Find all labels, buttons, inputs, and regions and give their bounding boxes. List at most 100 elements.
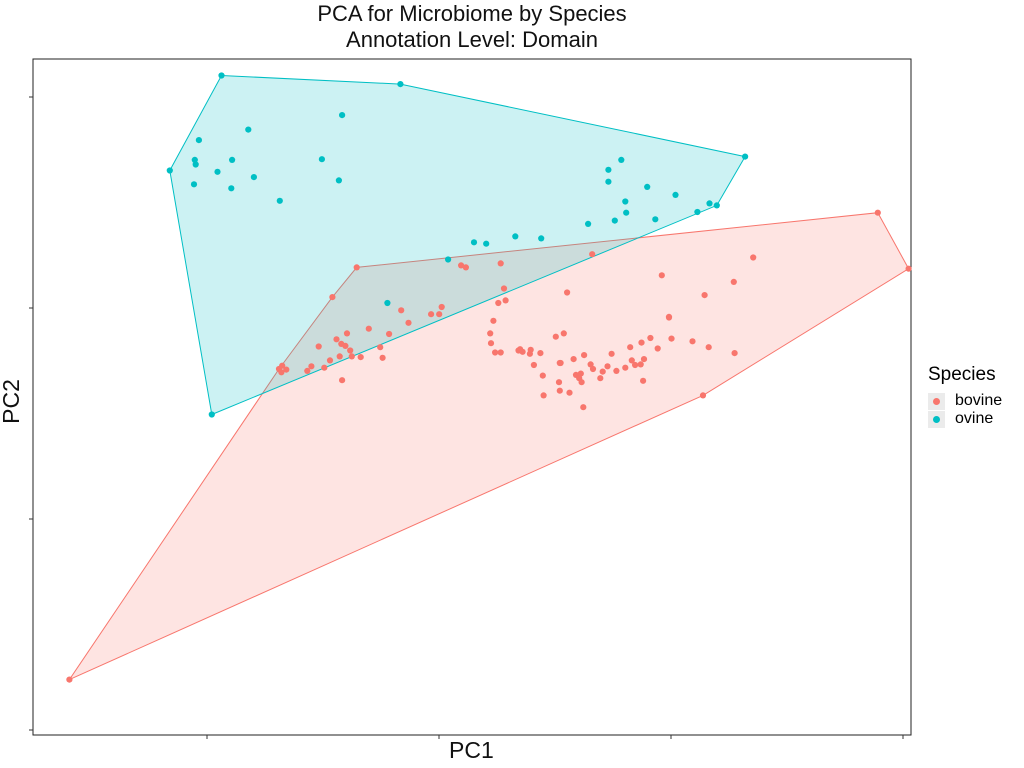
x-axis-title: PC1 [449,737,494,763]
species-legend: Species bovine ovine [928,364,1002,428]
point-bovine-15 [386,330,393,338]
point-bovine-36 [638,339,645,346]
point-ovine-34 [445,256,452,263]
point-bovine-78 [905,265,912,272]
point-bovine-22 [315,343,322,350]
point-ovine-33 [470,239,478,246]
point-bovine-56 [357,354,364,361]
point-ovine-23 [706,200,713,207]
point-bovine-6 [438,303,445,311]
point-bovine-75 [540,392,547,399]
point-ovine-2 [339,112,346,119]
point-ovine-27 [652,216,659,223]
point-bovine-21 [377,344,384,351]
point-bovine-3 [497,260,504,267]
point-bovine-0 [353,264,360,271]
point-ovine-1 [397,81,404,88]
legend-label-ovine: ovine [955,410,994,427]
point-bovine-53 [278,369,285,376]
legend-title: Species [928,364,996,385]
point-bovine-46 [347,347,354,354]
point-bovine-42 [552,333,559,340]
point-bovine-64 [632,361,639,369]
point-bovine-88 [647,334,654,342]
point-bovine-85 [556,387,563,394]
point-ovine-35 [384,299,391,307]
point-ovine-26 [623,209,630,216]
point-bovine-23 [487,340,495,347]
chart-title: PCA for Microbiome by Species [317,1,627,26]
point-bovine-17 [333,336,340,343]
point-bovine-91 [608,350,615,357]
point-bovine-55 [283,366,290,373]
point-bovine-89 [637,361,644,368]
legend-label-bovine: bovine [955,392,1003,409]
point-ovine-36 [208,411,215,418]
point-bovine-67 [556,359,563,367]
legend-key-ovine [928,410,945,428]
point-ovine-20 [644,183,651,190]
point-bovine-65 [613,367,620,374]
point-ovine-5 [192,161,199,168]
point-ovine-9 [166,167,173,174]
point-bovine-58 [539,372,546,379]
point-bovine-2 [462,264,469,271]
point-bovine-62 [604,363,611,370]
point-bovine-19 [342,342,349,349]
point-bovine-16 [343,330,351,337]
point-bovine-74 [640,377,647,384]
chart-subtitle: Annotation Level: Domain [346,27,598,52]
point-bovine-9 [495,299,502,307]
point-ovine-28 [611,217,618,224]
point-bovine-80 [750,254,757,261]
point-ovine-4 [195,137,202,144]
point-bovine-1 [458,262,465,269]
point-ovine-6 [191,156,198,163]
point-bovine-20 [487,330,494,337]
point-ovine-11 [250,174,257,181]
y-axis-title: PC2 [0,379,24,424]
point-bovine-28 [519,348,526,355]
legend-item-ovine: ovine [928,410,1002,428]
point-ovine-16 [618,156,625,163]
point-ovine-15 [276,197,283,204]
point-bovine-57 [379,354,386,361]
point-bovine-34 [589,251,596,258]
point-bovine-72 [576,375,583,382]
point-ovine-30 [512,233,519,240]
point-ovine-32 [483,240,490,247]
point-bovine-30 [560,330,567,337]
point-bovine-94 [689,338,696,345]
point-bovine-12 [405,319,412,326]
point-bovine-32 [527,346,534,353]
point-bovine-39 [628,357,635,364]
point-bovine-4 [500,285,508,292]
point-bovine-84 [566,389,573,396]
point-ovine-25 [694,208,701,216]
point-bovine-10 [398,307,405,314]
point-bovine-33 [564,289,571,296]
point-bovine-40 [581,352,588,359]
point-bovine-81 [701,292,708,299]
plot-panel-border [32,58,912,736]
point-ovine-7 [229,156,236,163]
point-bovine-5 [329,294,336,301]
legend-key-bovine [928,392,945,410]
point-bovine-13 [490,317,497,324]
point-ovine-12 [335,177,342,184]
point-bovine-92 [640,356,648,363]
point-ovine-0 [218,72,225,79]
point-bovine-73 [597,375,604,382]
point-bovine-86 [580,404,587,411]
point-bovine-70 [555,379,563,386]
point-bovine-66 [589,365,597,373]
point-bovine-77 [874,209,881,216]
point-ovine-8 [318,156,325,163]
point-bovine-8 [436,311,443,318]
point-bovine-44 [530,361,538,369]
point-ovine-21 [672,191,679,198]
point-bovine-54 [304,367,311,374]
point-bovine-11 [428,311,435,318]
point-ovine-24 [713,202,720,209]
